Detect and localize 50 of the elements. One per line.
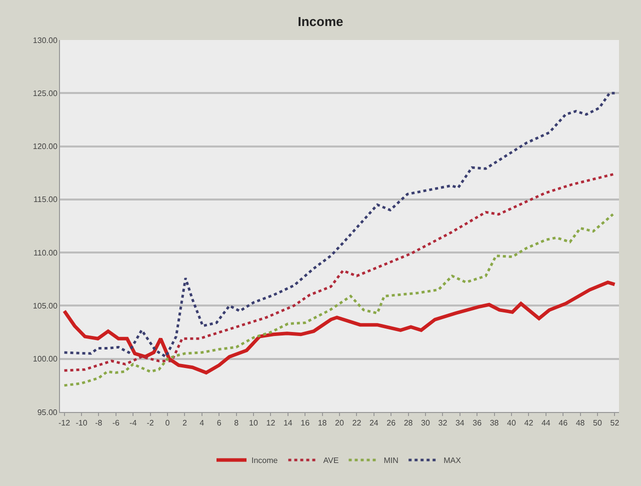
x-tick-label: 22: [352, 418, 362, 428]
line-series: [62, 280, 616, 374]
x-tick-label: 46: [558, 418, 568, 428]
x-tick-label: 50: [593, 418, 602, 428]
legend-label: AVE: [323, 456, 339, 466]
x-tick-label: 0: [165, 418, 170, 428]
x-tick-label: 30: [421, 418, 430, 428]
x-tick-label: 26: [386, 418, 396, 428]
legend-label: MAX: [444, 456, 462, 466]
x-tick-label: -2: [146, 418, 154, 428]
x-tick-label: 20: [335, 418, 344, 428]
x-tick-label: 24: [369, 418, 379, 428]
line-series: [63, 172, 616, 372]
y-tick-label: 110.00: [34, 248, 58, 258]
x-tick-label: 52: [610, 418, 620, 428]
x-tick-label: -12: [58, 418, 71, 428]
x-tick-label: 38: [490, 418, 500, 428]
legend-label: Income: [252, 456, 278, 466]
x-tick-label: -6: [112, 418, 120, 428]
x-tick-label: 4: [200, 418, 205, 428]
chart-title: Income: [298, 14, 344, 30]
y-tick-label: 95.00: [37, 408, 58, 417]
y-tick-label: 100.00: [32, 354, 58, 364]
y-tick-label: 120.00: [32, 142, 58, 152]
y-tick-label: 130.00: [32, 36, 58, 45]
y-tick-label: 125.00: [32, 88, 58, 98]
line-series: [63, 92, 616, 358]
x-tick-label: 48: [576, 418, 586, 428]
y-tick-label: 115.00: [34, 195, 58, 204]
x-tick-label: 6: [216, 418, 222, 428]
x-tick-label: 32: [438, 418, 448, 428]
x-tick-label: -10: [76, 418, 88, 428]
x-tick-label: 2: [182, 418, 188, 428]
x-tick-label: 18: [318, 418, 328, 428]
x-tick-label: 8: [234, 418, 240, 428]
x-tick-label: 36: [472, 418, 482, 428]
x-tick-label: 14: [283, 418, 293, 428]
x-tick-label: 40: [507, 418, 516, 428]
x-tick-label: 42: [524, 418, 534, 428]
x-tick-label: 12: [266, 418, 276, 428]
y-tick-label: 105.00: [32, 302, 58, 311]
x-tick-label: 34: [455, 418, 465, 428]
x-tick-label: 28: [404, 418, 414, 428]
x-tick-label: 44: [541, 418, 551, 428]
x-tick-label: -8: [95, 418, 103, 428]
line-series: [63, 213, 614, 387]
legend-label: MIN: [384, 456, 399, 466]
x-tick-label: 10: [249, 418, 258, 428]
x-tick-label: -4: [130, 418, 138, 428]
x-tick-label: 16: [300, 418, 310, 428]
